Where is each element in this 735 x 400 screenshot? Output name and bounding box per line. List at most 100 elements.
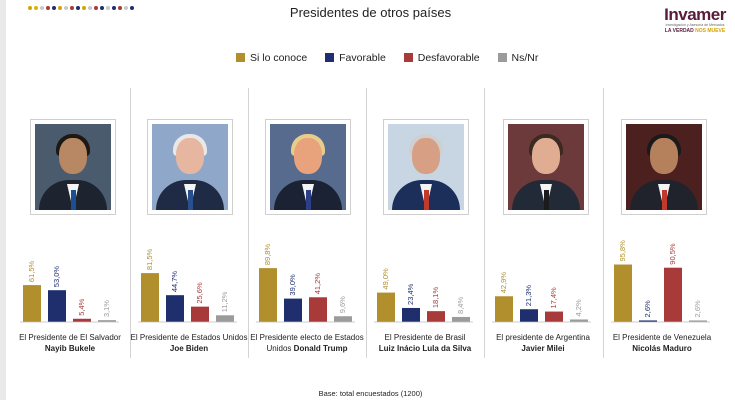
category-label: El Presidente de Estados Unidos Joe Biden [130,333,248,354]
portrait-photo [30,119,116,215]
data-label: 39,0% [288,274,297,296]
category-title: El Presidente de Venezuela [612,333,712,342]
legend-label: Ns/Nr [511,52,539,64]
brand-subtitle: Investigación y Asesoría de Mercados [665,23,725,27]
photo-bg [508,124,584,210]
brand-name: Invamer [664,5,726,24]
bar [166,295,184,322]
legend-item: Favorable [325,52,386,64]
bar [141,273,159,322]
decorative-dot [82,6,86,10]
legend-swatch-0 [236,53,245,62]
decorative-dots [28,6,134,12]
photo-bg [388,124,464,210]
decorative-dot [58,6,62,10]
bar [545,311,563,322]
bar [377,292,395,322]
data-label: 95,8% [618,240,627,262]
decorative-dot [100,6,104,10]
category-label: El Presidente de El Salvador Nayib Bukele [11,333,129,354]
data-label: 8,4% [456,297,465,314]
data-label: 9,6% [338,296,347,313]
data-label: 41,2% [313,273,322,295]
photo-tie [70,190,76,210]
photo-face [176,138,204,174]
slide: Presidentes de otros países Invamer Inve… [6,0,735,400]
photo-tie [305,190,311,210]
legend-swatch-3 [497,53,507,62]
legend-item: Si lo conoce [236,52,307,64]
legend-label: Si lo conoce [250,52,308,64]
data-label: 2,6% [643,300,652,317]
president-name: Nayib Bukele [44,343,96,353]
photo-face [650,138,678,174]
photo-bg [270,124,346,210]
bar [98,320,116,322]
data-label: 2,6% [693,300,702,317]
president-name: Joe Biden [169,343,209,353]
brand-tagline: LA VERDAD NOS MUEVE [656,28,734,34]
photo-tie [423,190,429,210]
data-label: 5,4% [77,298,86,315]
president-name: Nicolás Maduro [632,343,692,353]
decorative-dot [124,6,128,10]
bar [614,264,632,322]
bar [309,297,327,322]
data-label: 81,5% [145,249,154,271]
decorative-dot [28,6,32,10]
bar [284,298,302,322]
decorative-dot [70,6,74,10]
data-label: 25,6% [195,282,204,304]
portrait-photo [265,119,351,215]
brand-logo: Invamer Investigación y Asesoría de Merc… [656,6,734,34]
decorative-dot [88,6,92,10]
legend-item: Ns/Nr [497,52,539,64]
decorative-dot [118,6,122,10]
decorative-dot [130,6,134,10]
bar [48,290,66,322]
bar [73,318,91,322]
data-label: 53,0% [52,266,61,288]
chart-legend: Si lo conoce Favorable Desfavorable Ns/N… [236,52,553,64]
category-label: El Presidente de Venezuela Nicolás Maduro [603,333,721,354]
portrait-photo [383,119,469,215]
decorative-dot [76,6,80,10]
category-title: El Presidente de Brasil [384,333,466,342]
decorative-dot [94,6,98,10]
bar [402,307,420,322]
photo-tie [187,190,193,210]
category-title: El presidente de Argentina [496,333,590,342]
page-title: Presidentes de otros países [289,5,452,20]
data-label: 42,9% [499,272,508,294]
legend-label: Favorable [339,52,386,64]
data-label: 3,1% [102,300,111,317]
photo-face [532,138,560,174]
category-label: El presidente de Argentina Javier Milei [484,333,602,354]
data-label: 44,7% [170,271,179,293]
data-label: 61,5% [27,261,36,283]
photo-face [294,138,322,174]
panel-divider [366,88,367,358]
decorative-dot [34,6,38,10]
portrait-photo [147,119,233,215]
footnote: Base: total encuestados (1200) [318,389,423,398]
bar [259,268,277,322]
panel-divider [484,88,485,358]
decorative-dot [112,6,116,10]
president-name: Luiz Inácio Lula da Silva [378,343,472,353]
bar [664,267,682,322]
category-label: El Presidente electo de Estados Unidos Do… [248,333,366,354]
tagline-b: NOS MUEVE [695,28,726,34]
portrait-photo [621,119,707,215]
category-title: El Presidente electo de Estados [250,333,364,342]
data-label: 21,3% [524,285,533,307]
photo-tie [661,190,667,210]
photo-bg [35,124,111,210]
decorative-dot [40,6,44,10]
legend-label: Desfavorable [417,52,480,64]
bar [334,316,352,322]
data-label: 23,4% [406,283,415,305]
data-label: 49,0% [381,268,390,290]
category-title-2: Unidos [266,343,292,353]
category-title: El Presidente de Estados Unidos [130,333,248,342]
